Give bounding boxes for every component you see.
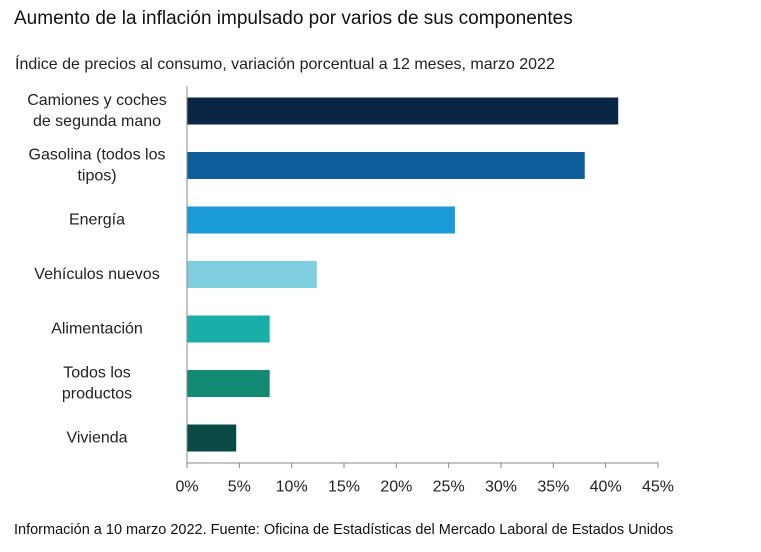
category-label-1-line-0: Gasolina (todos los (29, 147, 166, 164)
x-tick-label-7: 35% (537, 479, 569, 496)
category-label-0-line-1: de segunda mano (33, 113, 161, 130)
x-tick-label-6: 30% (485, 479, 517, 496)
x-tick-label-3: 15% (328, 479, 360, 496)
category-label-5-line-1: productos (62, 386, 132, 403)
category-label-1-line-1: tipos) (77, 168, 116, 185)
chart-subtitle: Índice de precios al consumo, variación … (15, 56, 555, 73)
bars-layer (187, 97, 619, 452)
bar-0 (187, 97, 619, 125)
category-label-2: Energía (69, 212, 125, 229)
bar-2 (187, 206, 455, 234)
x-axis: 0% 5% 10% 15% 20% 25% 30% 35% 40% 45% (175, 86, 674, 496)
category-label-6: Vivienda (66, 430, 127, 447)
source-note: Información a 10 marzo 2022. Fuente: Ofi… (14, 522, 674, 538)
category-label-3: Vehículos nuevos (34, 266, 159, 283)
category-labels: Camiones y coches de segunda mano Gasolina… (27, 92, 167, 447)
x-tick-label-1: 5% (228, 479, 251, 496)
bar-6 (187, 424, 237, 452)
chart-title: Aumento de la inflación impulsado por va… (14, 8, 573, 29)
bar-3 (187, 261, 317, 288)
bar-5 (187, 370, 270, 397)
x-tick-label-8: 40% (590, 479, 622, 496)
category-label-4: Alimentación (51, 321, 143, 338)
bar-1 (187, 152, 585, 179)
x-tick-label-2: 10% (276, 479, 308, 496)
category-label-5-line-0: Todos los (63, 365, 131, 382)
x-tick-label-0: 0% (175, 479, 198, 496)
bar-4 (187, 315, 270, 343)
x-tick-label-9: 45% (642, 479, 674, 496)
category-label-0-line-0: Camiones y coches (27, 92, 167, 109)
x-tick-label-4: 20% (380, 479, 412, 496)
x-tick-label-5: 25% (433, 479, 465, 496)
